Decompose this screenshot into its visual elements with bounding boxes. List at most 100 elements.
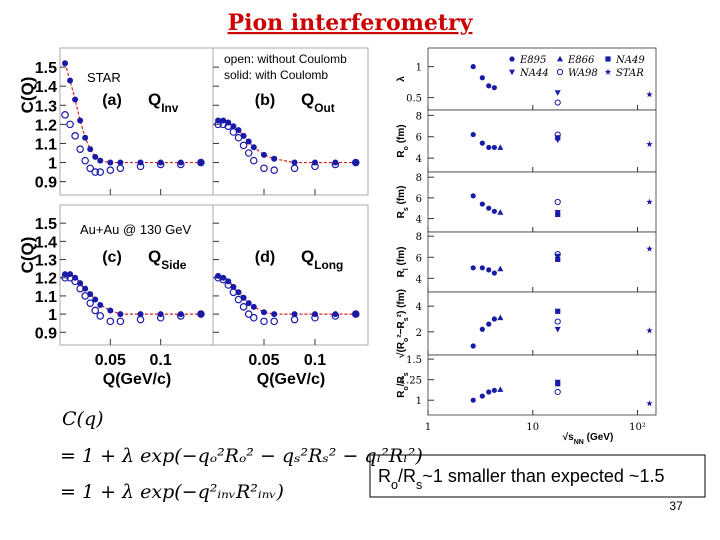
panel-frame [212,47,369,196]
y-tick-label: 6 [416,133,422,144]
data-point [470,265,476,271]
filled-point [97,157,104,164]
y-tick-label: 4 [416,154,422,165]
text-part: R [396,269,407,277]
text-part: R [396,210,407,218]
filled-point [250,144,257,151]
data-point [491,387,497,393]
filled-point [87,291,94,298]
text-part: ²) (fm) [396,289,407,317]
data-point [554,326,561,333]
text-part: o [403,386,410,390]
open-point [81,156,89,165]
filled-point [197,159,204,166]
text-part: R [396,390,407,398]
data-point [554,198,561,206]
text-part: s [416,478,422,492]
panel-frame [427,109,657,173]
filled-point [82,285,89,292]
filled-point [137,159,144,166]
filled-point [230,283,237,290]
panel-variable: QOut [301,90,335,115]
legend-marker [604,68,612,75]
filled-point [291,311,298,318]
text-part: s [403,207,410,211]
open-point [249,156,258,165]
open-point [239,141,248,150]
fit-line [64,63,201,164]
data-point [491,208,497,214]
y-tick-label: 0.9 [35,175,57,192]
text-part: (GeV) [584,432,613,443]
y-tick-label: 1.1 [35,289,57,306]
formula-line: C(q) [62,408,104,430]
y-tick-label: 2 [416,328,422,339]
filled-point [157,159,164,166]
y-tick-label: 1.25 [400,376,422,387]
data-point [646,198,653,205]
data-point [491,270,497,276]
filled-point [137,311,144,318]
filled-point [117,311,124,318]
filled-point [77,280,84,287]
y-tick-label: 1.5 [35,60,57,77]
data-point [646,245,653,252]
y-tick-label: 1.3 [35,253,57,270]
filled-point [92,153,99,160]
filled-point [235,289,242,296]
open-point [66,120,74,129]
y-tick-label: 1.3 [35,98,57,115]
data-point [554,379,561,386]
data-point [646,327,653,334]
y-tick-label: 1.2 [35,271,57,288]
filled-point [230,123,237,130]
data-point [555,308,561,314]
filled-point [225,119,232,126]
text-part: Q [148,90,161,109]
open-point [86,164,94,173]
legend-label: NA49 [615,55,645,66]
y-tick-label: 6 [416,194,422,205]
y-tick-label: 0.9 [35,325,57,342]
text-part: o [403,146,410,150]
data-point [554,388,561,396]
text-part: o [391,478,398,492]
text-part: o [403,338,410,342]
data-point [491,85,497,91]
y-tick-label: 8 [416,111,422,122]
data-point [486,321,492,327]
text-part: λ [396,76,407,82]
filled-point [311,311,318,318]
filled-point [332,311,339,318]
legend-label: E866 [567,55,595,66]
filled-point [177,311,184,318]
legend-marker [509,69,515,76]
panel-frame [427,354,657,416]
data-point [497,144,504,150]
data-point [497,314,504,321]
filled-point [215,272,222,279]
data-point [486,267,492,273]
panel-frame [427,47,657,111]
open-point [61,111,69,119]
open-point [71,132,79,140]
y-axis-label: √(Ro²−Rs²) (fm) [396,289,410,358]
text-part: (fm) [396,247,407,269]
legend-marker [605,56,611,62]
data-point [470,343,476,349]
y-axis-label: C(Q) [18,237,37,274]
text-part: (fm) [396,124,407,146]
note: Ro/Rs~1 smaller than expected ~1.5 [378,466,664,492]
data-point [497,209,504,215]
data-point [479,75,485,81]
filled-point [157,311,164,318]
data-point [646,91,653,98]
filled-point [250,303,257,310]
filled-point [67,271,74,278]
open-point [96,168,105,176]
text-part: ~1 smaller than expected ~1.5 [422,466,664,486]
data-point [491,144,497,151]
filled-point [62,60,69,67]
filled-point [352,311,359,318]
panel-variable: QInv [148,90,179,115]
